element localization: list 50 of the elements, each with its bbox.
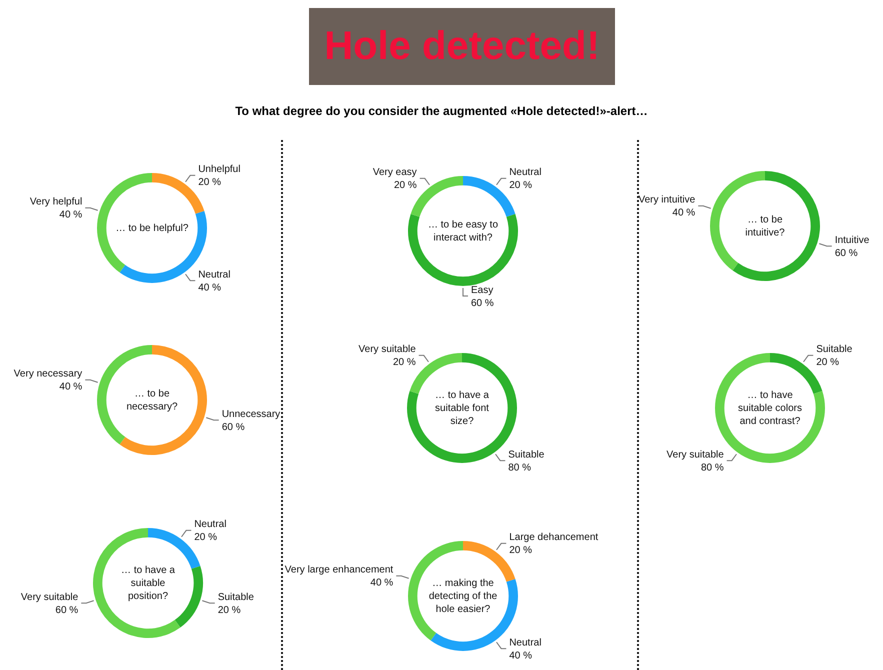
- text: … to be intuitive?: [745, 214, 786, 238]
- data-label: 60 %: [834, 248, 858, 259]
- data-label: 20 %: [198, 177, 222, 188]
- data-label: 20 %: [509, 545, 532, 556]
- data-label: 80 %: [508, 462, 532, 474]
- slice-label: Very suitable: [358, 344, 416, 356]
- text: … to have a suitable position?: [121, 564, 176, 602]
- slice-label: Neutral: [509, 637, 542, 648]
- slice-label: Large dehancement: [509, 532, 598, 544]
- slice-label: Neutral: [509, 167, 542, 178]
- slice-label: Unhelpful: [198, 164, 240, 176]
- data-label: 20 %: [218, 604, 241, 616]
- slice-label: Very suitable: [20, 592, 79, 603]
- text: … to be necessary?: [126, 388, 178, 412]
- data-label: 40 %: [672, 208, 696, 219]
- slice-label: Easy: [471, 284, 494, 296]
- data-label: 20 %: [194, 532, 218, 544]
- data-label: 80 %: [700, 462, 724, 474]
- data-label: 40 %: [59, 382, 82, 393]
- data-label: 40 %: [59, 210, 82, 221]
- slice-label: Suitable: [508, 449, 545, 460]
- data-label: 40 %: [509, 650, 532, 662]
- slice-label: Very helpful: [30, 196, 82, 208]
- data-label: 60 %: [55, 604, 78, 616]
- data-label: 40 %: [370, 578, 394, 589]
- slice-label: Very easy: [372, 167, 417, 178]
- slice-label: Very intuitive: [638, 194, 696, 206]
- data-label: 20 %: [394, 180, 417, 192]
- data-label: 20 %: [816, 357, 840, 368]
- text: … to be easy to interact with?: [428, 219, 498, 244]
- slice-label: Neutral: [198, 269, 230, 280]
- text: Hole detected!: [309, 8, 615, 85]
- slice-label: Very suitable: [666, 449, 724, 460]
- slice-label: Suitable: [816, 344, 853, 356]
- slice-label: Intuitive: [834, 234, 870, 246]
- data-label: 20 %: [509, 180, 532, 192]
- slice-label: Unnecessary: [222, 408, 280, 420]
- data-label: 20 %: [392, 357, 416, 368]
- slice-label: Very necessary: [14, 368, 82, 380]
- slice-label: Very large enhancement: [284, 564, 394, 576]
- slice-label: Suitable: [218, 592, 254, 603]
- text: … to be helpful?: [116, 222, 189, 234]
- slice-label: Neutral: [194, 519, 226, 530]
- data-label: 40 %: [198, 282, 222, 294]
- data-label: 60 %: [222, 422, 245, 433]
- text: … to have a suitable font size?: [435, 390, 490, 427]
- data-label: 60 %: [471, 298, 494, 309]
- text: … making the detecting of the hole easier?: [428, 578, 498, 615]
- text: … to have suitable colors and contrast?: [738, 390, 802, 427]
- text: To what degree do you consider the augmented «Hole detected!»-alert…: [234, 104, 649, 118]
